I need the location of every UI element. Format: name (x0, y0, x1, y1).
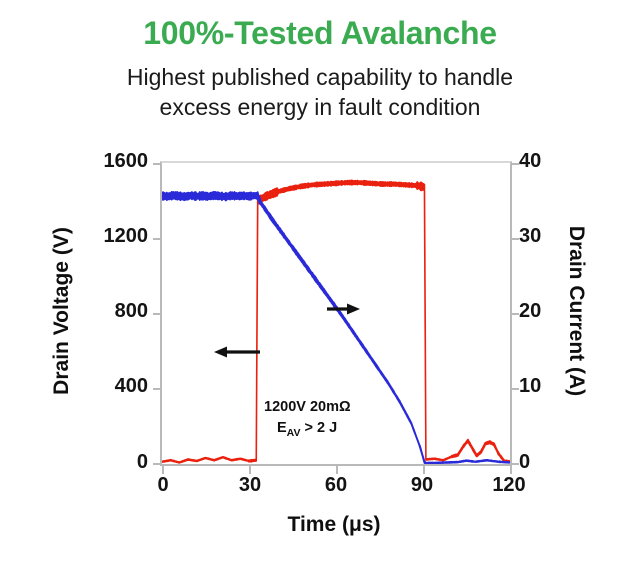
ytick-mark-1600 (153, 163, 160, 165)
figure-subtitle-line-1: Highest published capability to handle (126, 64, 514, 90)
y2tick-label-30: 30 (519, 225, 542, 247)
y2tick-label-10: 10 (519, 375, 542, 397)
figure-subtitle: Highest published capability to handle e… (0, 62, 640, 123)
ytick-mark-1200 (153, 238, 160, 240)
annotation-device-rating: 1200V 20mΩ (264, 399, 351, 415)
y2tick-label-0: 0 (519, 451, 531, 473)
annotation-energy-symbol: E (277, 420, 287, 436)
ytick-label-0: 0 (136, 451, 148, 473)
xtick-label-60: 60 (324, 474, 348, 496)
ytick-mark-400 (153, 388, 160, 390)
trace-canvas (162, 179, 510, 464)
y2-axis-title: Drain Current (A) (565, 225, 588, 397)
ytick-label-800: 800 (114, 300, 148, 322)
figure-title: 100%-Tested Avalanche (143, 15, 497, 51)
trace-drain-voltage (162, 190, 510, 464)
ytick-label-1600: 1600 (103, 150, 149, 172)
annotation-avalanche-energy: EAV > 2 J (277, 420, 337, 439)
xtick-label-120: 120 (492, 474, 526, 496)
y2tick-mark-0 (512, 463, 519, 465)
y2tick-label-40: 40 (519, 150, 542, 172)
figure-subtitle-line-2: excess energy in fault condition (159, 94, 481, 121)
ytick-mark-0 (153, 463, 160, 465)
xtick-mark-120 (510, 466, 512, 474)
ytick-label-1200: 1200 (103, 225, 149, 247)
xtick-mark-0 (162, 466, 164, 474)
arrow-to-right-axis-icon (327, 303, 360, 315)
xtick-label-0: 0 (157, 474, 169, 496)
axes-frame (153, 161, 519, 474)
xtick-label-30: 30 (238, 474, 262, 496)
xtick-mark-90 (423, 466, 425, 474)
series-drain-voltage (162, 190, 510, 464)
ytick-mark-800 (153, 313, 160, 315)
xtick-mark-60 (336, 466, 338, 474)
xtick-label-90: 90 (410, 474, 434, 496)
ytick-label-400: 400 (114, 375, 148, 397)
y-axis-title: Drain Voltage (V) (50, 227, 73, 395)
y2tick-mark-30 (512, 238, 519, 240)
annotation-energy-value: > 2 J (300, 420, 338, 436)
y2tick-label-20: 20 (519, 300, 542, 322)
y2tick-mark-40 (512, 163, 519, 165)
y2tick-mark-20 (512, 313, 519, 315)
y2tick-mark-10 (512, 388, 519, 390)
arrow-to-left-axis-icon (214, 346, 260, 358)
annotation-energy-subscript: AV (286, 426, 301, 439)
xtick-mark-30 (249, 466, 251, 474)
x-axis-title: Time (μs) (287, 513, 381, 536)
